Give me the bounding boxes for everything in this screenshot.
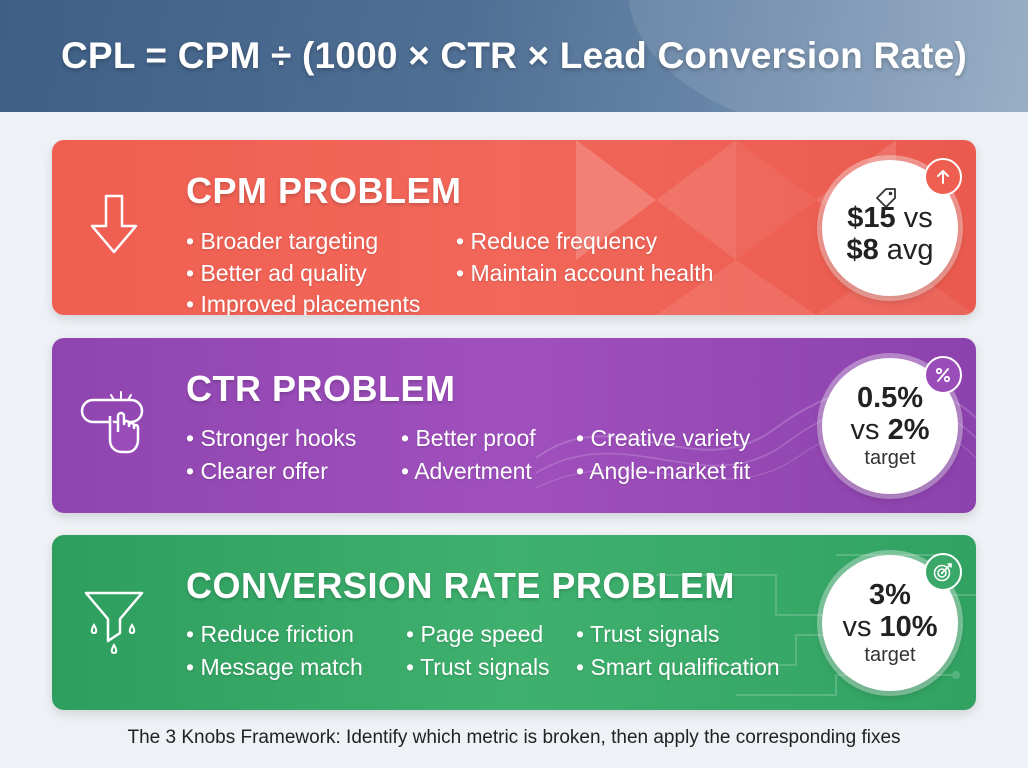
cvr-compare-value: 10% xyxy=(879,611,938,643)
ctr-bullet: Stronger hooks xyxy=(186,425,356,452)
ctr-bullet: Angle-market fit xyxy=(576,458,750,485)
click-hand-icon xyxy=(80,391,144,454)
conversion-rate-problem-card: CONVERSION RATE PROBLEM Reduce friction … xyxy=(52,535,976,710)
footer-text: Identify which metric is broken, then ap… xyxy=(340,727,901,748)
price-tag-icon xyxy=(876,188,896,208)
header-banner: CPL = CPM ÷ (1000 × CTR × Lead Conversio… xyxy=(0,0,1028,112)
conversion-rate-title: CONVERSION RATE PROBLEM xyxy=(186,565,735,606)
ctr-bullet: Creative variety xyxy=(576,425,750,452)
cvr-bullet: Message match xyxy=(186,654,362,681)
cpm-metric-badge: $15 vs $8 avg xyxy=(822,160,958,296)
arrow-up-icon xyxy=(924,158,962,196)
ctr-compare-value: 2% xyxy=(887,414,930,446)
ctr-problem-card: CTR PROBLEM Stronger hooks Better proof … xyxy=(52,338,976,513)
ctr-vs: vs xyxy=(850,414,880,446)
cvr-bullet: Trust signals xyxy=(576,621,720,648)
funnel-icon xyxy=(84,591,144,655)
percent-icon xyxy=(924,356,962,394)
cpm-bullet: Broader targeting xyxy=(186,228,378,255)
footer-framework-name: The 3 Knobs Framework: xyxy=(127,727,341,748)
cvr-current-value: 3% xyxy=(869,579,911,611)
ctr-title: CTR PROBLEM xyxy=(186,368,456,409)
ctr-bullet: Advertment xyxy=(401,458,532,485)
footer-caption: The 3 Knobs Framework: Identify which me… xyxy=(0,727,1028,749)
down-arrow-icon xyxy=(90,194,138,254)
target-icon xyxy=(924,553,962,591)
ctr-current-value: 0.5% xyxy=(856,382,924,414)
cpm-current-value: $15 xyxy=(847,202,896,234)
cpm-compare-value: $8 xyxy=(846,234,879,266)
cvr-vs: vs xyxy=(842,611,872,643)
cpm-vs: vs xyxy=(903,202,933,234)
cpm-title: CPM PROBLEM xyxy=(186,170,462,211)
cvr-bullet: Smart qualification xyxy=(576,654,779,681)
cpm-problem-card: CPM PROBLEM Broader targeting Reduce fre… xyxy=(52,140,976,315)
ctr-bullet: Clearer offer xyxy=(186,458,327,485)
cpm-unit: avg xyxy=(886,234,934,266)
cvr-bullet: Page speed xyxy=(406,621,543,648)
cvr-bullet: Reduce friction xyxy=(186,621,353,648)
cpm-bullet: Maintain account health xyxy=(456,260,713,287)
formula-title: CPL = CPM ÷ (1000 × CTR × Lead Conversio… xyxy=(61,35,967,76)
cpm-bullet: Better ad quality xyxy=(186,260,366,287)
cpm-bullet: Reduce frequency xyxy=(456,228,657,255)
cvr-target-label: target xyxy=(864,644,916,666)
cvr-bullet: Trust signals xyxy=(406,654,550,681)
ctr-bullet: Better proof xyxy=(401,425,535,452)
cpm-bullet: Improved placements xyxy=(186,291,420,315)
ctr-target-label: target xyxy=(864,447,916,469)
